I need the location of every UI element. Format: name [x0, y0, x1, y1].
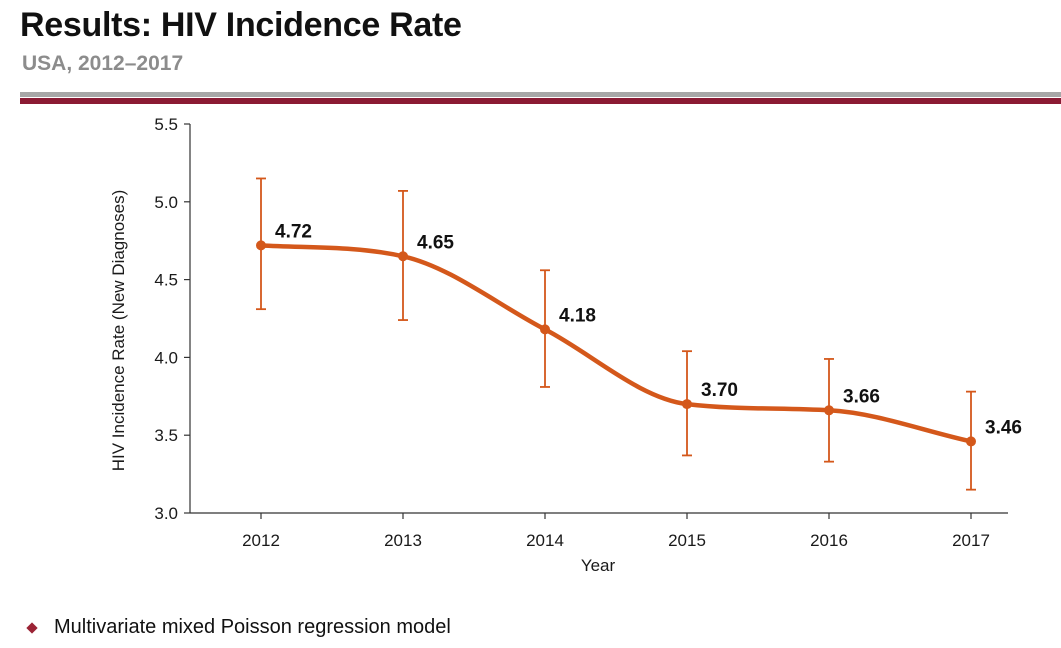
- data-point: [966, 436, 976, 447]
- data-label: 4.72: [275, 221, 312, 242]
- series-line: [258, 243, 974, 444]
- footnote-item: Multivariate mixed Poisson regression mo…: [24, 616, 451, 639]
- page-title: Results: HIV Incidence Rate: [20, 6, 462, 44]
- data-label: 3.46: [985, 417, 1022, 438]
- data-point: [540, 324, 550, 335]
- footnote-text: Multivariate mixed Poisson regression mo…: [54, 616, 451, 638]
- x-tick-label: 2013: [384, 531, 422, 550]
- data-label: 4.18: [559, 305, 596, 326]
- y-tick-label: 4.0: [154, 348, 178, 367]
- x-tick-label: 2016: [810, 531, 848, 550]
- data-point: [824, 405, 834, 416]
- data-point: [398, 251, 408, 262]
- x-tick-label: 2014: [526, 531, 564, 550]
- data-point: [682, 399, 692, 410]
- y-tick-label: 4.5: [154, 271, 178, 290]
- diamond-bullet-icon: [26, 621, 38, 634]
- header-divider-red: [20, 98, 1061, 104]
- data-point: [256, 240, 266, 251]
- page-subtitle: USA, 2012–2017: [22, 52, 184, 75]
- x-tick-label: 2017: [952, 531, 990, 550]
- data-label: 3.66: [843, 386, 880, 407]
- header-divider-grey: [20, 92, 1061, 97]
- data-label: 3.70: [701, 380, 738, 401]
- y-axis-title: HIV Incidence Rate (New Diagnoses): [109, 190, 128, 472]
- x-axis-title: Year: [581, 556, 616, 575]
- data-label: 4.65: [417, 232, 454, 253]
- x-tick-label: 2012: [242, 531, 280, 550]
- y-tick-label: 3.5: [154, 426, 178, 445]
- y-tick-label: 3.0: [154, 504, 178, 523]
- x-tick-label: 2015: [668, 531, 706, 550]
- y-tick-label: 5.5: [154, 115, 178, 134]
- y-tick-label: 5.0: [154, 193, 178, 212]
